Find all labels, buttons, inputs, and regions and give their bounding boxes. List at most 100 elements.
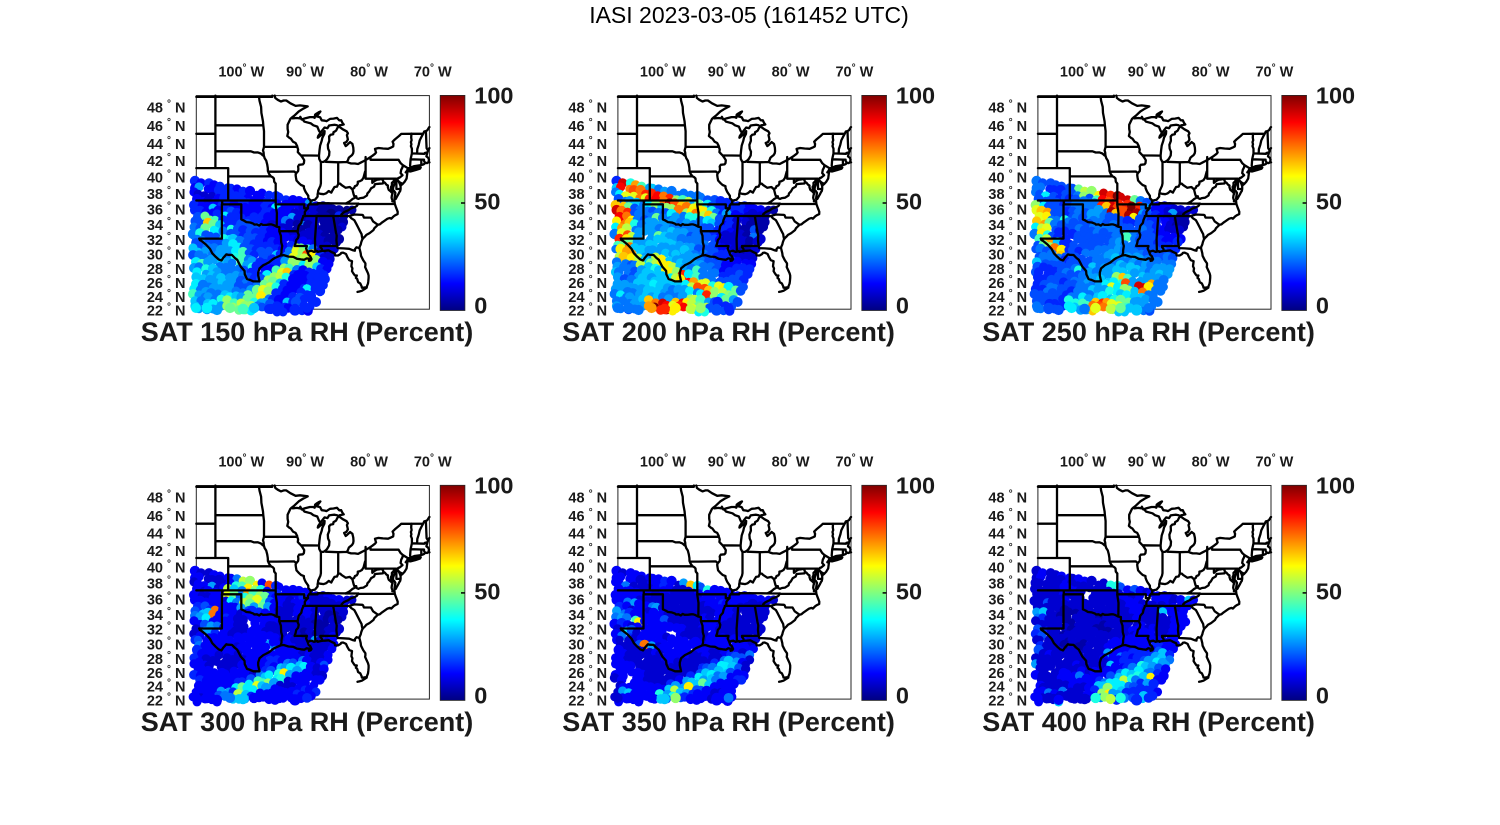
- svg-text:26 ° N: 26 ° N: [988, 664, 1027, 682]
- svg-text:100: 100: [474, 473, 513, 499]
- svg-text:0: 0: [1316, 682, 1329, 708]
- svg-text:90° W: 90° W: [286, 63, 324, 81]
- svg-text:40 ° N: 40 ° N: [988, 559, 1027, 577]
- svg-text:32 ° N: 32 ° N: [568, 621, 607, 639]
- svg-text:24 ° N: 24 ° N: [147, 288, 186, 306]
- svg-text:38 ° N: 38 ° N: [988, 185, 1027, 203]
- svg-text:46 ° N: 46 ° N: [147, 507, 186, 525]
- svg-text:28 ° N: 28 ° N: [568, 650, 607, 668]
- svg-text:48 ° N: 48 ° N: [568, 489, 607, 507]
- svg-text:30 ° N: 30 ° N: [147, 246, 186, 264]
- svg-text:80° W: 80° W: [1192, 453, 1230, 471]
- svg-text:36 ° N: 36 ° N: [988, 201, 1027, 219]
- svg-text:22 ° N: 22 ° N: [988, 691, 1027, 709]
- svg-text:26 ° N: 26 ° N: [568, 274, 607, 292]
- svg-text:40 ° N: 40 ° N: [568, 169, 607, 187]
- svg-text:46 ° N: 46 ° N: [147, 117, 186, 135]
- svg-text:38 ° N: 38 ° N: [147, 575, 186, 593]
- svg-text:42 ° N: 42 ° N: [988, 152, 1027, 170]
- svg-text:50: 50: [1316, 189, 1342, 215]
- svg-text:48 ° N: 48 ° N: [147, 489, 186, 507]
- svg-text:34 ° N: 34 ° N: [147, 216, 186, 234]
- svg-text:30 ° N: 30 ° N: [988, 246, 1027, 264]
- svg-text:0: 0: [896, 292, 909, 318]
- svg-text:22 ° N: 22 ° N: [568, 691, 607, 709]
- svg-text:SAT 300 hPa RH (Percent): SAT 300 hPa RH (Percent): [141, 707, 474, 737]
- svg-text:36 ° N: 36 ° N: [147, 201, 186, 219]
- svg-text:50: 50: [474, 189, 500, 215]
- svg-text:38 ° N: 38 ° N: [988, 575, 1027, 593]
- svg-text:50: 50: [474, 579, 500, 605]
- svg-text:30 ° N: 30 ° N: [568, 635, 607, 653]
- svg-text:0: 0: [1316, 292, 1329, 318]
- svg-text:IASI 2023-03-05 (161452 UTC): IASI 2023-03-05 (161452 UTC): [589, 2, 909, 28]
- svg-text:26 ° N: 26 ° N: [568, 664, 607, 682]
- svg-text:SAT 350 hPa RH (Percent): SAT 350 hPa RH (Percent): [562, 707, 895, 737]
- svg-text:100: 100: [1316, 83, 1355, 109]
- svg-text:32 ° N: 32 ° N: [147, 231, 186, 249]
- svg-text:22 ° N: 22 ° N: [147, 302, 186, 320]
- svg-text:100° W: 100° W: [218, 453, 264, 471]
- svg-text:44 ° N: 44 ° N: [147, 525, 186, 543]
- svg-text:SAT 400 hPa RH (Percent): SAT 400 hPa RH (Percent): [982, 707, 1315, 737]
- svg-text:26 ° N: 26 ° N: [147, 664, 186, 682]
- svg-text:36 ° N: 36 ° N: [147, 590, 186, 608]
- svg-text:32 ° N: 32 ° N: [988, 231, 1027, 249]
- svg-text:0: 0: [474, 682, 487, 708]
- svg-text:30 ° N: 30 ° N: [568, 246, 607, 264]
- svg-text:SAT 200 hPa RH (Percent): SAT 200 hPa RH (Percent): [562, 317, 895, 347]
- svg-text:24 ° N: 24 ° N: [568, 288, 607, 306]
- svg-text:100: 100: [896, 83, 935, 109]
- svg-text:28 ° N: 28 ° N: [147, 260, 186, 278]
- svg-text:48 ° N: 48 ° N: [988, 99, 1027, 117]
- svg-text:28 ° N: 28 ° N: [988, 650, 1027, 668]
- svg-text:34 ° N: 34 ° N: [988, 606, 1027, 624]
- svg-text:28 ° N: 28 ° N: [147, 650, 186, 668]
- svg-text:80° W: 80° W: [1192, 63, 1230, 81]
- svg-text:40 ° N: 40 ° N: [988, 169, 1027, 187]
- svg-text:42 ° N: 42 ° N: [147, 542, 186, 560]
- svg-text:36 ° N: 36 ° N: [988, 590, 1027, 608]
- svg-text:100: 100: [896, 473, 935, 499]
- svg-text:44 ° N: 44 ° N: [568, 135, 607, 153]
- svg-text:100° W: 100° W: [1060, 63, 1106, 81]
- svg-text:100: 100: [1316, 473, 1355, 499]
- svg-text:30 ° N: 30 ° N: [147, 635, 186, 653]
- svg-text:70° W: 70° W: [1255, 63, 1293, 81]
- svg-text:100° W: 100° W: [640, 453, 686, 471]
- svg-text:46 ° N: 46 ° N: [988, 117, 1027, 135]
- svg-text:40 ° N: 40 ° N: [147, 559, 186, 577]
- svg-text:100: 100: [474, 83, 513, 109]
- svg-text:SAT 150 hPa RH (Percent): SAT 150 hPa RH (Percent): [141, 317, 474, 347]
- svg-text:38 ° N: 38 ° N: [568, 575, 607, 593]
- svg-text:34 ° N: 34 ° N: [568, 216, 607, 234]
- svg-text:80° W: 80° W: [772, 453, 810, 471]
- svg-text:42 ° N: 42 ° N: [988, 542, 1027, 560]
- svg-text:44 ° N: 44 ° N: [988, 135, 1027, 153]
- svg-text:90° W: 90° W: [708, 453, 746, 471]
- svg-text:80° W: 80° W: [350, 453, 388, 471]
- svg-text:46 ° N: 46 ° N: [568, 117, 607, 135]
- svg-text:34 ° N: 34 ° N: [147, 606, 186, 624]
- svg-text:100° W: 100° W: [640, 63, 686, 81]
- svg-text:42 ° N: 42 ° N: [568, 542, 607, 560]
- svg-text:48 ° N: 48 ° N: [568, 99, 607, 117]
- svg-text:34 ° N: 34 ° N: [988, 216, 1027, 234]
- svg-text:32 ° N: 32 ° N: [147, 621, 186, 639]
- svg-text:24 ° N: 24 ° N: [988, 288, 1027, 306]
- svg-text:46 ° N: 46 ° N: [988, 507, 1027, 525]
- svg-text:32 ° N: 32 ° N: [988, 621, 1027, 639]
- svg-text:48 ° N: 48 ° N: [988, 489, 1027, 507]
- svg-text:50: 50: [1316, 579, 1342, 605]
- svg-text:36 ° N: 36 ° N: [568, 201, 607, 219]
- svg-text:90° W: 90° W: [1128, 453, 1166, 471]
- svg-text:80° W: 80° W: [772, 63, 810, 81]
- svg-text:50: 50: [896, 189, 922, 215]
- svg-text:70° W: 70° W: [1255, 453, 1293, 471]
- svg-text:36 ° N: 36 ° N: [568, 590, 607, 608]
- svg-text:44 ° N: 44 ° N: [147, 135, 186, 153]
- svg-text:50: 50: [896, 579, 922, 605]
- svg-text:38 ° N: 38 ° N: [147, 185, 186, 203]
- svg-text:22 ° N: 22 ° N: [147, 691, 186, 709]
- svg-text:100° W: 100° W: [218, 63, 264, 81]
